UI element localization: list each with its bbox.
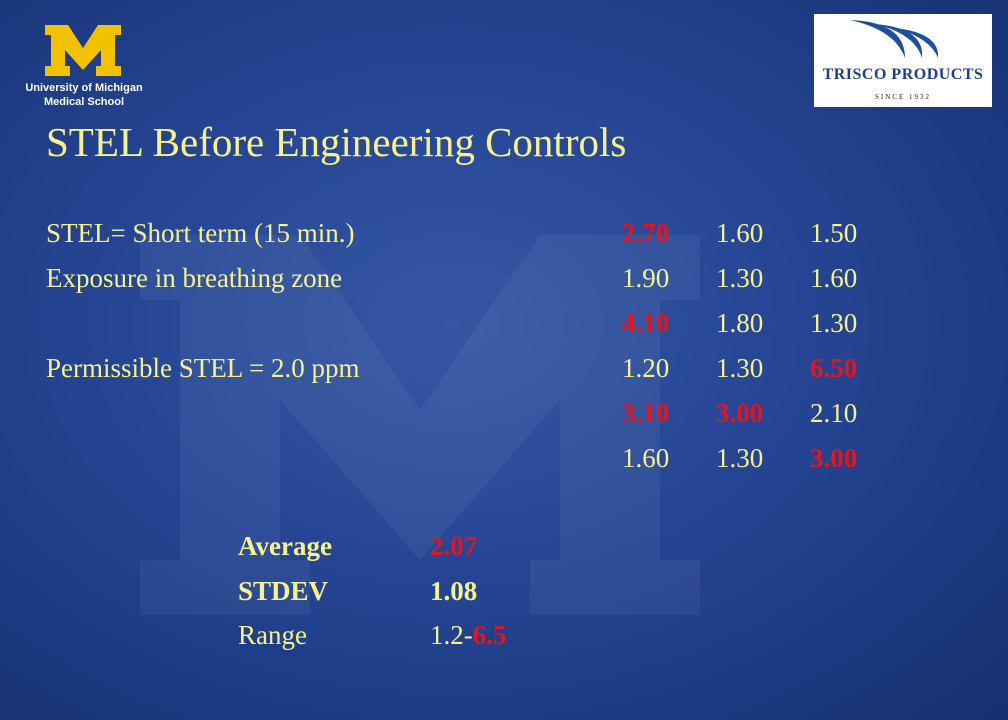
table-cell: 1.30 [716, 353, 764, 383]
trisco-name: TRISCO PRODUCTS [822, 66, 984, 83]
table-cell: 2.10 [810, 398, 858, 428]
table-cell: 1.20 [622, 353, 670, 383]
table-cell: 6.50 [810, 353, 858, 383]
um-text: Medical School [43, 96, 125, 108]
table-cell: 3.10 [622, 398, 670, 428]
table-cell: 1.30 [716, 443, 764, 473]
table-cell: 1.60 [716, 218, 764, 248]
table-cell: 1.90 [622, 263, 670, 293]
summary-value: 1.08 [430, 576, 478, 606]
summary-label: STDEV [238, 576, 329, 606]
trisco-swoosh [850, 20, 939, 58]
table-cell: 1.60 [622, 443, 670, 473]
um-logo-m [45, 25, 121, 76]
table-cell: 3.00 [716, 398, 764, 428]
table-cell: 1.30 [810, 308, 858, 338]
table-cell: 1.60 [810, 263, 858, 293]
note: STEL= Short term (15 min.) [46, 218, 355, 248]
summary-value: 6.5 [472, 620, 507, 650]
um-text: University of Michigan [25, 82, 143, 94]
summary-label: Average [238, 531, 332, 561]
summary-label: Range [238, 620, 307, 650]
table-cell: 4.10 [622, 308, 670, 338]
table-cell: 1.80 [716, 308, 764, 338]
summary-value: 1.2- [430, 620, 473, 650]
note: Exposure in breathing zone [46, 263, 343, 293]
note: Permissible STEL = 2.0 ppm [46, 353, 360, 383]
trisco-since: SINCE 1932 [875, 93, 931, 101]
table-cell: 1.50 [810, 218, 858, 248]
table-cell: 3.00 [810, 443, 858, 473]
table-cell: 2.70 [622, 218, 670, 248]
summary-value: 2.07 [430, 531, 478, 561]
watermark-m [140, 235, 700, 615]
title: STEL Before Engineering Controls [46, 119, 627, 165]
table-cell: 1.30 [716, 263, 764, 293]
